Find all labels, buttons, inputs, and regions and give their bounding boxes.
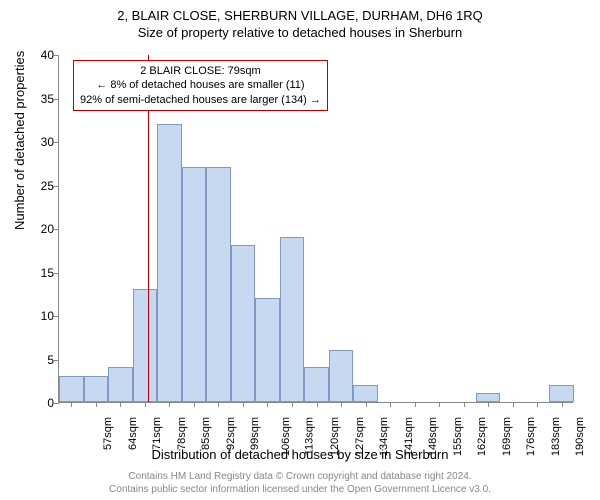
histogram-bar <box>182 167 207 402</box>
x-tick-mark <box>415 402 416 407</box>
x-axis-label: Distribution of detached houses by size … <box>0 447 600 462</box>
x-tick-mark <box>96 402 97 407</box>
y-tick-label: 20 <box>29 222 54 236</box>
histogram-bar <box>133 289 158 402</box>
x-tick-label: 71sqm <box>151 417 163 450</box>
x-tick-mark <box>292 402 293 407</box>
x-tick-mark <box>317 402 318 407</box>
x-tick-label: 64sqm <box>127 417 139 450</box>
histogram-bar <box>304 367 329 402</box>
x-tick-mark <box>562 402 563 407</box>
annotation-box: 2 BLAIR CLOSE: 79sqm← 8% of detached hou… <box>73 60 328 111</box>
y-tick-mark <box>54 99 59 100</box>
y-tick-mark <box>54 229 59 230</box>
page-title: 2, BLAIR CLOSE, SHERBURN VILLAGE, DURHAM… <box>0 0 600 23</box>
x-tick-mark <box>120 402 121 407</box>
x-tick-mark <box>194 402 195 407</box>
histogram-bar <box>329 350 354 402</box>
x-tick-mark <box>169 402 170 407</box>
histogram-bar <box>108 367 133 402</box>
x-tick-mark <box>218 402 219 407</box>
y-axis-label: Number of detached properties <box>12 51 27 230</box>
x-tick-mark <box>390 402 391 407</box>
annotation-line: 92% of semi-detached houses are larger (… <box>80 93 321 107</box>
x-tick-mark <box>145 402 146 407</box>
x-tick-mark <box>464 402 465 407</box>
y-tick-mark <box>54 142 59 143</box>
x-tick-mark <box>439 402 440 407</box>
x-tick-label: 78sqm <box>176 417 188 450</box>
x-tick-mark <box>341 402 342 407</box>
histogram-bar <box>476 393 501 402</box>
plot-region: 051015202530354057sqm64sqm71sqm78sqm85sq… <box>58 55 573 403</box>
y-tick-label: 30 <box>29 135 54 149</box>
y-tick-label: 0 <box>29 396 54 410</box>
y-tick-label: 15 <box>29 266 54 280</box>
histogram-bar <box>84 376 109 402</box>
x-tick-label: 85sqm <box>200 417 212 450</box>
histogram-bar <box>280 237 305 402</box>
x-tick-mark <box>537 402 538 407</box>
histogram-bar <box>59 376 84 402</box>
y-tick-label: 40 <box>29 48 54 62</box>
x-tick-mark <box>267 402 268 407</box>
y-tick-mark <box>54 186 59 187</box>
y-tick-mark <box>54 360 59 361</box>
x-tick-mark <box>366 402 367 407</box>
histogram-bar <box>549 385 574 402</box>
x-tick-mark <box>488 402 489 407</box>
histogram-bar <box>157 124 182 402</box>
x-tick-label: 92sqm <box>225 417 237 450</box>
x-tick-mark <box>243 402 244 407</box>
x-tick-label: 57sqm <box>102 417 114 450</box>
histogram-bar <box>255 298 280 402</box>
credits-line2: Contains public sector information licen… <box>0 484 600 497</box>
page-subtitle: Size of property relative to detached ho… <box>0 23 600 40</box>
y-tick-label: 10 <box>29 309 54 323</box>
credits: Contains HM Land Registry data © Crown c… <box>0 471 600 496</box>
y-tick-mark <box>54 316 59 317</box>
chart-area: 051015202530354057sqm64sqm71sqm78sqm85sq… <box>58 55 573 403</box>
histogram-bar <box>231 245 256 402</box>
histogram-bar <box>206 167 231 402</box>
y-tick-label: 35 <box>29 92 54 106</box>
y-tick-mark <box>54 273 59 274</box>
annotation-line: ← 8% of detached houses are smaller (11) <box>80 78 321 92</box>
y-tick-label: 5 <box>29 353 54 367</box>
credits-line1: Contains HM Land Registry data © Crown c… <box>0 471 600 484</box>
x-tick-label: 99sqm <box>249 417 261 450</box>
annotation-line: 2 BLAIR CLOSE: 79sqm <box>80 64 321 78</box>
histogram-bar <box>353 385 378 402</box>
x-tick-mark <box>513 402 514 407</box>
y-tick-mark <box>54 55 59 56</box>
y-tick-label: 25 <box>29 179 54 193</box>
x-tick-mark <box>71 402 72 407</box>
y-tick-mark <box>54 403 59 404</box>
